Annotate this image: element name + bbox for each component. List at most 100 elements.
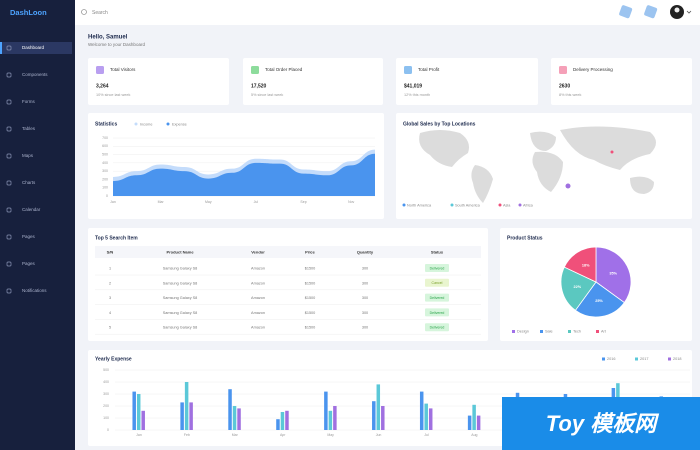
x-tick-label: Apr [280,433,286,437]
stat-note: 8% this week [559,93,581,97]
legend-label: Sale [545,330,553,334]
menu-icon [6,207,12,213]
map-marker [565,183,571,189]
status-badge [425,278,449,287]
menu-item[interactable]: Pages [22,261,36,266]
map-marker [610,150,614,154]
map-asia [560,126,656,170]
legend-swatch [134,122,138,126]
table-cell: 300 [362,267,368,271]
status-badge [425,308,449,317]
y-tick-label: 200 [103,404,109,408]
legend-label: Art [601,330,607,334]
stat-icon [96,66,104,74]
slice-label: 22% [574,285,582,289]
greeting-title: Hello, Samuel [88,35,128,41]
bar [285,410,289,430]
table-cell: 300 [362,296,368,300]
stat-title: Total Visitors [110,67,136,72]
stat-note: 10% since last week [96,93,131,97]
x-tick-label: Nov [348,200,354,204]
bar [184,382,189,430]
table-cell: 300 [362,311,368,315]
menu-icon [6,153,12,159]
card-title: Product Status [507,235,543,241]
table-cell: Amazon [251,267,265,271]
legend-label: Income [140,123,152,127]
stat-value: $41,019 [404,83,422,89]
x-tick-label: Mar [158,200,165,204]
map-south-america [471,165,493,203]
legend-label: Expense [172,123,187,127]
card-title: Yearly Expense [95,356,132,362]
table-cell: 300 [362,281,368,285]
stat-note: 5% since last week [251,93,283,97]
bar [476,415,481,430]
y-tick-label: 0 [106,194,108,198]
stat-icon [559,66,567,74]
bar [237,408,241,430]
legend-label: Design [517,330,529,334]
bar [333,406,337,430]
pie-slice [574,281,625,318]
menu-item[interactable]: Components [22,72,48,77]
menu-item[interactable]: Maps [22,153,34,158]
y-tick-label: 400 [102,161,108,165]
notification-icon[interactable] [619,5,633,19]
logo[interactable]: DashLoon [10,8,47,17]
x-tick-label: May [327,433,334,437]
column-header: Vendor [251,250,265,255]
status-badge [425,264,449,272]
stat-note: 12% this month [404,93,430,97]
bar [141,410,145,430]
y-tick-label: 300 [103,392,109,396]
stat-title: Delivery Processing [573,67,613,72]
y-tick-label: 0 [107,428,109,432]
menu-item[interactable]: Forms [22,99,35,104]
card-title: Statistics [95,121,117,127]
card [88,58,229,105]
menu-item[interactable]: Tables [22,126,36,131]
menu-icon [6,261,12,267]
legend-label: Asia [503,204,511,208]
bar [424,403,428,430]
bar [467,415,472,430]
menu-item[interactable]: Charts [22,180,36,185]
watermark: Toy 模板网 [546,411,659,436]
card-title: Global Sales by Top Locations [403,121,476,127]
legend-swatch [602,357,605,361]
world-map [419,126,656,203]
table-cell: Amazon [251,311,265,315]
table-cell: $1500 [305,326,316,330]
legend-label: 2017 [640,357,648,361]
x-tick-label: Jan [110,200,116,204]
card [551,58,692,105]
legend-swatch [668,357,671,361]
menu-item[interactable]: Dashboard [22,45,45,50]
y-tick-label: 400 [103,380,109,384]
menu-icon [6,72,12,78]
bar [132,391,136,430]
menu-item[interactable]: Notifications [22,288,47,293]
bar [419,391,424,430]
bar [428,408,433,430]
bar [276,419,280,430]
y-tick-label: 500 [103,368,109,372]
table-cell: $1500 [305,281,316,285]
table-cell: 300 [362,326,368,330]
legend-label: Tech [573,330,581,334]
search-input[interactable]: Search [92,10,108,16]
slice-label: 25% [595,299,603,303]
message-icon[interactable] [644,5,658,19]
legend-label: North America [407,204,432,208]
table-cell: $1500 [305,267,316,271]
menu-item[interactable]: Calendar [22,207,41,212]
x-tick-label: Jul [254,200,259,204]
table-cell: Samsung Galaxy S8 [163,296,198,300]
legend-label: South America [455,204,481,208]
x-tick-label: Feb [184,433,190,437]
menu-item[interactable]: Pages [22,234,36,239]
table-cell: 4 [109,311,111,315]
status-badge [425,323,449,332]
